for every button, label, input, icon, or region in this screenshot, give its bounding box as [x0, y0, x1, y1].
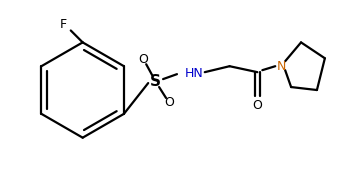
Text: HN: HN: [185, 67, 204, 80]
Text: N: N: [276, 60, 286, 73]
Text: S: S: [150, 74, 161, 89]
Text: O: O: [253, 99, 262, 112]
Text: F: F: [59, 18, 66, 31]
Text: O: O: [164, 96, 174, 109]
Text: O: O: [138, 53, 148, 66]
